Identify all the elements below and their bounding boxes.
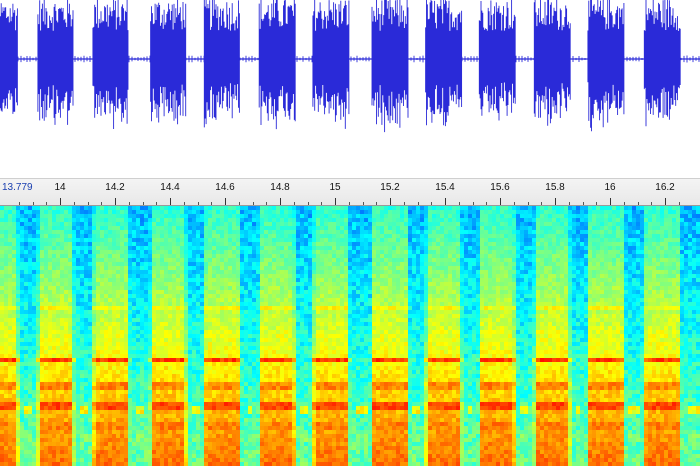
ruler-minor-tick <box>142 202 144 205</box>
ruler-minor-tick <box>18 202 20 205</box>
ruler-minor-tick <box>293 202 295 205</box>
ruler-tick-label: 15.2 <box>380 182 400 193</box>
ruler-minor-tick <box>403 202 405 205</box>
time-ruler[interactable]: 13.779 14 14.2 14.4 14.6 14.8 15 15.2 15.4 15.6 1… <box>0 178 700 206</box>
ruler-tick-label: 14.4 <box>160 182 180 193</box>
ruler-major-tick <box>610 198 611 205</box>
ruler-major-tick <box>445 198 446 205</box>
waveform-plot[interactable] <box>0 0 700 178</box>
ruler-minor-tick <box>156 202 158 205</box>
ruler-tick-label: 14.6 <box>215 182 235 193</box>
ruler-minor-tick <box>348 202 350 205</box>
ruler-tick-label: 16 <box>604 182 616 193</box>
ruler-minor-tick <box>376 202 378 205</box>
ruler-tick-label: 14 <box>54 182 66 193</box>
ruler-minor-tick <box>321 202 323 205</box>
ruler-minor-tick <box>637 202 639 205</box>
ruler-minor-tick <box>32 202 34 205</box>
ruler-tick-label: 15.4 <box>435 182 455 193</box>
ruler-minor-tick <box>623 202 625 205</box>
ruler-major-tick <box>390 198 391 205</box>
ruler-minor-tick <box>183 202 185 205</box>
ruler-minor-tick <box>527 202 529 205</box>
ruler-minor-tick <box>46 202 48 205</box>
ruler-tick-label: 15 <box>329 182 341 193</box>
waveform-trace <box>0 0 700 133</box>
ruler-major-tick <box>225 198 226 205</box>
ruler-major-tick <box>335 198 336 205</box>
ruler-minor-tick <box>197 202 199 205</box>
ruler-minor-tick <box>101 202 103 205</box>
ruler-tick-label: 14.2 <box>105 182 125 193</box>
ruler-minor-tick <box>458 202 460 205</box>
ruler-major-tick <box>115 198 116 205</box>
ruler-tick-label: 14.8 <box>270 182 290 193</box>
ruler-minor-tick <box>238 202 240 205</box>
ruler-tick-label: 15.8 <box>545 182 565 193</box>
ruler-minor-tick <box>678 202 680 205</box>
ruler-tick-label: 16.2 <box>655 182 675 193</box>
ruler-minor-tick <box>472 202 474 205</box>
ruler-minor-tick <box>513 202 515 205</box>
ruler-major-tick <box>280 198 281 205</box>
ruler-major-tick <box>555 198 556 205</box>
spectrogram-plot[interactable] <box>0 206 700 466</box>
ruler-minor-tick <box>362 202 364 205</box>
spectrogram-panel[interactable] <box>0 206 700 466</box>
ruler-start-time: 13.779 <box>2 182 33 193</box>
ruler-major-tick <box>60 198 61 205</box>
ruler-tick-label: 15.6 <box>490 182 510 193</box>
ruler-minor-tick <box>87 202 89 205</box>
ruler-minor-tick <box>73 202 75 205</box>
ruler-minor-tick <box>266 202 268 205</box>
ruler-major-tick <box>170 198 171 205</box>
ruler-minor-tick <box>252 202 254 205</box>
waveform-panel[interactable] <box>0 0 700 178</box>
ruler-minor-tick <box>582 202 584 205</box>
ruler-minor-tick <box>128 202 130 205</box>
ruler-minor-tick <box>307 202 309 205</box>
ruler-minor-tick <box>417 202 419 205</box>
ruler-minor-tick <box>211 202 213 205</box>
ruler-minor-tick <box>596 202 598 205</box>
ruler-minor-tick <box>651 202 653 205</box>
ruler-minor-tick <box>431 202 433 205</box>
ruler-minor-tick <box>541 202 543 205</box>
ruler-minor-tick <box>568 202 570 205</box>
ruler-minor-tick <box>486 202 488 205</box>
spectrogram-cells <box>0 206 700 466</box>
ruler-major-tick <box>665 198 666 205</box>
ruler-major-tick <box>500 198 501 205</box>
